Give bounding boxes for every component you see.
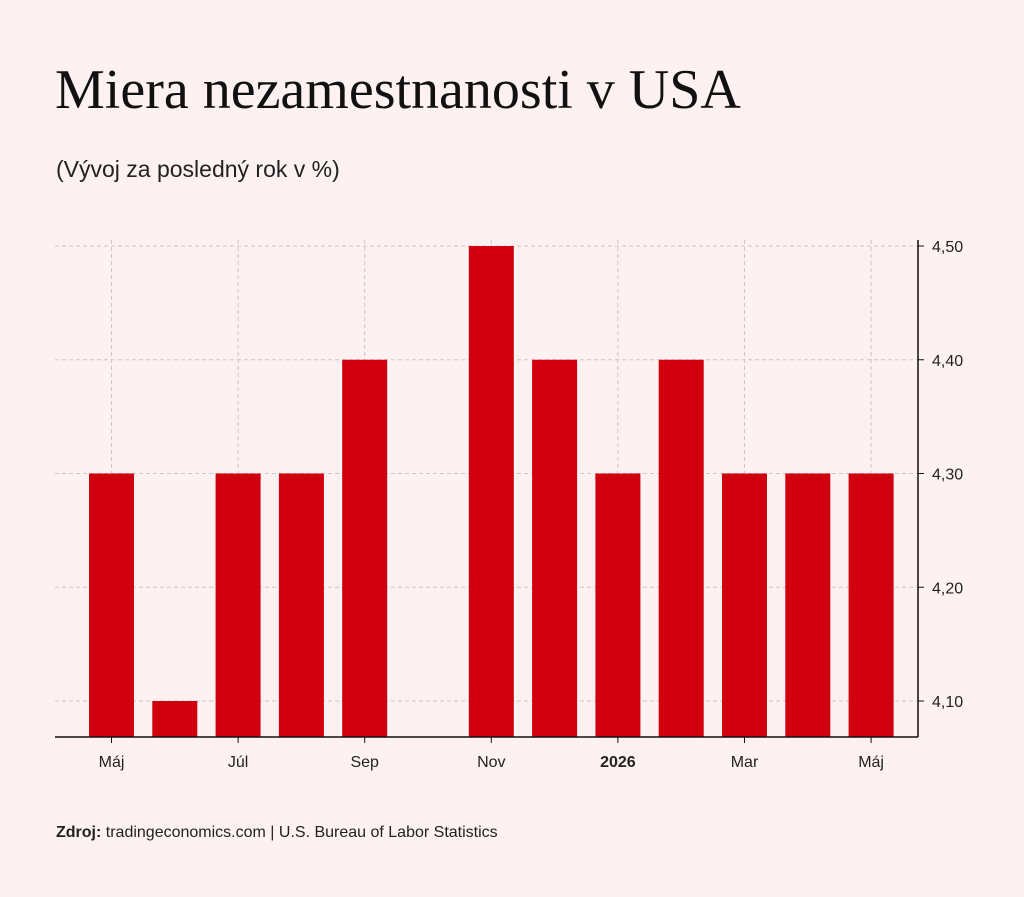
x-tick-label: Júl [228,754,248,771]
chart-subtitle: (Vývoj za posledný rok v %) [56,156,340,182]
bar [848,473,894,737]
source-label: Zdroj: [56,824,102,841]
y-tick-label: 4,40 [932,353,963,370]
x-tick-label: Nov [477,754,505,771]
bar [722,473,767,737]
bar [342,359,388,737]
bar [278,473,324,737]
bar [785,473,831,737]
y-tick-label: 4,30 [932,467,963,484]
x-tick-label: Sep [350,754,379,771]
x-tick-label: 2026 [600,754,636,771]
source-text: tradingeconomics.com | U.S. Bureau of La… [101,824,498,841]
source-note: Zdroj: tradingeconomics.com | U.S. Burea… [56,824,498,842]
x-tick-label: Mar [731,754,759,771]
bar [595,473,641,737]
y-tick-label: 4,10 [932,694,963,711]
x-tick-label: Máj [858,754,884,771]
axis-layer: 4,10 4,20 4,30 4,40 4,50 Máj Júl Sep Nov 2026 Mar M… [55,239,963,771]
bar [658,359,704,737]
bar [215,473,261,737]
bar [152,701,198,737]
chart-title: Miera nezamestnanosti v USA [55,59,741,121]
bar-layer [89,246,894,737]
bar [532,359,578,737]
bar [89,473,134,737]
y-tick-label: 4,20 [932,580,963,597]
bar [468,246,514,737]
y-tick-label: 4,50 [932,239,963,256]
x-tick-label: Máj [99,754,125,771]
